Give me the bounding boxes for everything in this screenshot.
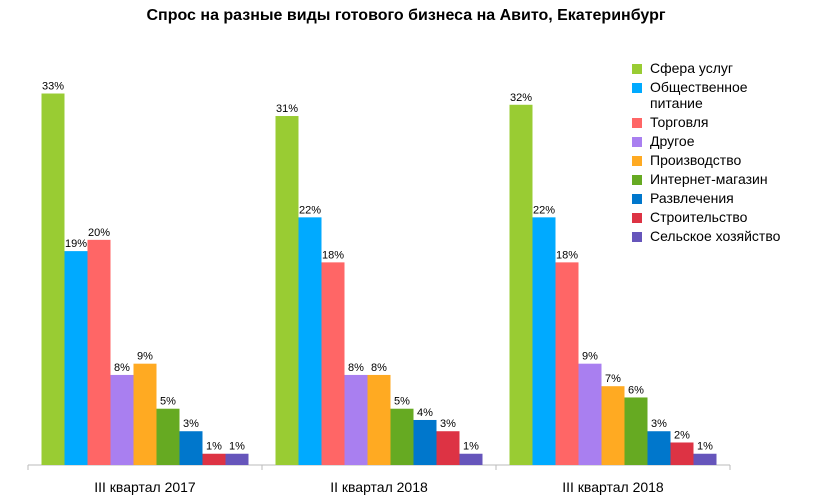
- bar: [156, 408, 180, 465]
- legend-swatch: [632, 137, 642, 147]
- chart-title: Спрос на разные виды готового бизнеса на…: [147, 7, 666, 24]
- data-label: 8%: [348, 362, 364, 374]
- legend-label: Интернет-магазин: [650, 171, 768, 187]
- data-label: 20%: [88, 227, 110, 239]
- bar: [41, 93, 65, 465]
- legend-label: Развлечения: [650, 190, 734, 206]
- data-label: 22%: [299, 204, 321, 216]
- legend-swatch: [632, 194, 642, 204]
- bar: [670, 442, 694, 465]
- bar: [532, 217, 556, 465]
- bar: [225, 453, 249, 465]
- data-label: 5%: [394, 396, 410, 408]
- legend-label: Общественное питание: [650, 79, 748, 111]
- bar: [459, 453, 483, 465]
- bar: [87, 239, 111, 465]
- x-tick-label: II квартал 2018: [330, 479, 428, 495]
- bar: [367, 374, 391, 465]
- data-label: 22%: [533, 204, 555, 216]
- data-label: 3%: [440, 418, 456, 430]
- legend-label: Строительство: [650, 209, 748, 225]
- legend-item: Общественное питание: [632, 79, 780, 111]
- data-label: 1%: [229, 441, 245, 453]
- legend-item: Торговля: [632, 114, 780, 130]
- bar: [624, 397, 648, 465]
- bar: [298, 217, 322, 465]
- data-label: 31%: [276, 103, 298, 115]
- data-label: 1%: [697, 441, 713, 453]
- data-label: 19%: [65, 238, 87, 250]
- legend-item: Другое: [632, 133, 780, 149]
- legend-swatch: [632, 64, 642, 74]
- bar: [509, 104, 533, 466]
- bar: [344, 374, 368, 465]
- bar: [133, 363, 157, 465]
- bar: [693, 453, 717, 465]
- data-label: 3%: [183, 418, 199, 430]
- legend-item: Производство: [632, 152, 780, 168]
- bar: [555, 262, 579, 465]
- data-label: 3%: [651, 418, 667, 430]
- bar: [275, 116, 299, 466]
- legend-item: Интернет-магазин: [632, 171, 780, 187]
- legend-item: Сфера услуг: [632, 60, 780, 76]
- legend-item: Развлечения: [632, 190, 780, 206]
- bar: [179, 431, 203, 465]
- data-label: 8%: [371, 362, 387, 374]
- legend-label: Другое: [650, 133, 695, 149]
- legend-swatch: [632, 156, 642, 166]
- data-label: 5%: [160, 396, 176, 408]
- data-label: 1%: [463, 441, 479, 453]
- bar: [578, 363, 602, 465]
- data-label: 9%: [137, 351, 153, 363]
- data-label: 2%: [674, 429, 690, 441]
- bar: [110, 374, 134, 465]
- legend-label: Торговля: [650, 114, 709, 130]
- x-tick-label: III квартал 2018: [562, 479, 664, 495]
- data-label: 32%: [510, 92, 532, 104]
- bar: [601, 386, 625, 465]
- data-label: 6%: [628, 384, 644, 396]
- legend-swatch: [632, 83, 642, 93]
- legend-swatch: [632, 118, 642, 128]
- legend-swatch: [632, 213, 642, 223]
- bar: [413, 419, 437, 465]
- bar: [202, 453, 226, 465]
- bar: [390, 408, 414, 465]
- data-label: 18%: [556, 249, 578, 261]
- legend-item: Сельское хозяйство: [632, 228, 780, 244]
- bar: [647, 431, 671, 465]
- data-label: 8%: [114, 362, 130, 374]
- legend-swatch: [632, 175, 642, 185]
- legend: Сфера услуг Общественное питание Торговля Д…: [632, 60, 780, 247]
- legend-swatch: [632, 232, 642, 242]
- bar: [321, 262, 345, 465]
- legend-label: Сельское хозяйство: [650, 228, 781, 244]
- bar: [64, 251, 88, 465]
- data-label: 9%: [582, 351, 598, 363]
- data-label: 33%: [42, 81, 64, 93]
- legend-item: Строительство: [632, 209, 780, 225]
- legend-label: Производство: [650, 152, 742, 168]
- data-label: 7%: [605, 373, 621, 385]
- x-tick-label: III квартал 2017: [94, 479, 196, 495]
- data-label: 1%: [206, 441, 222, 453]
- legend-label: Сфера услуг: [650, 60, 733, 76]
- data-label: 18%: [322, 249, 344, 261]
- data-label: 4%: [417, 407, 433, 419]
- bar: [436, 431, 460, 465]
